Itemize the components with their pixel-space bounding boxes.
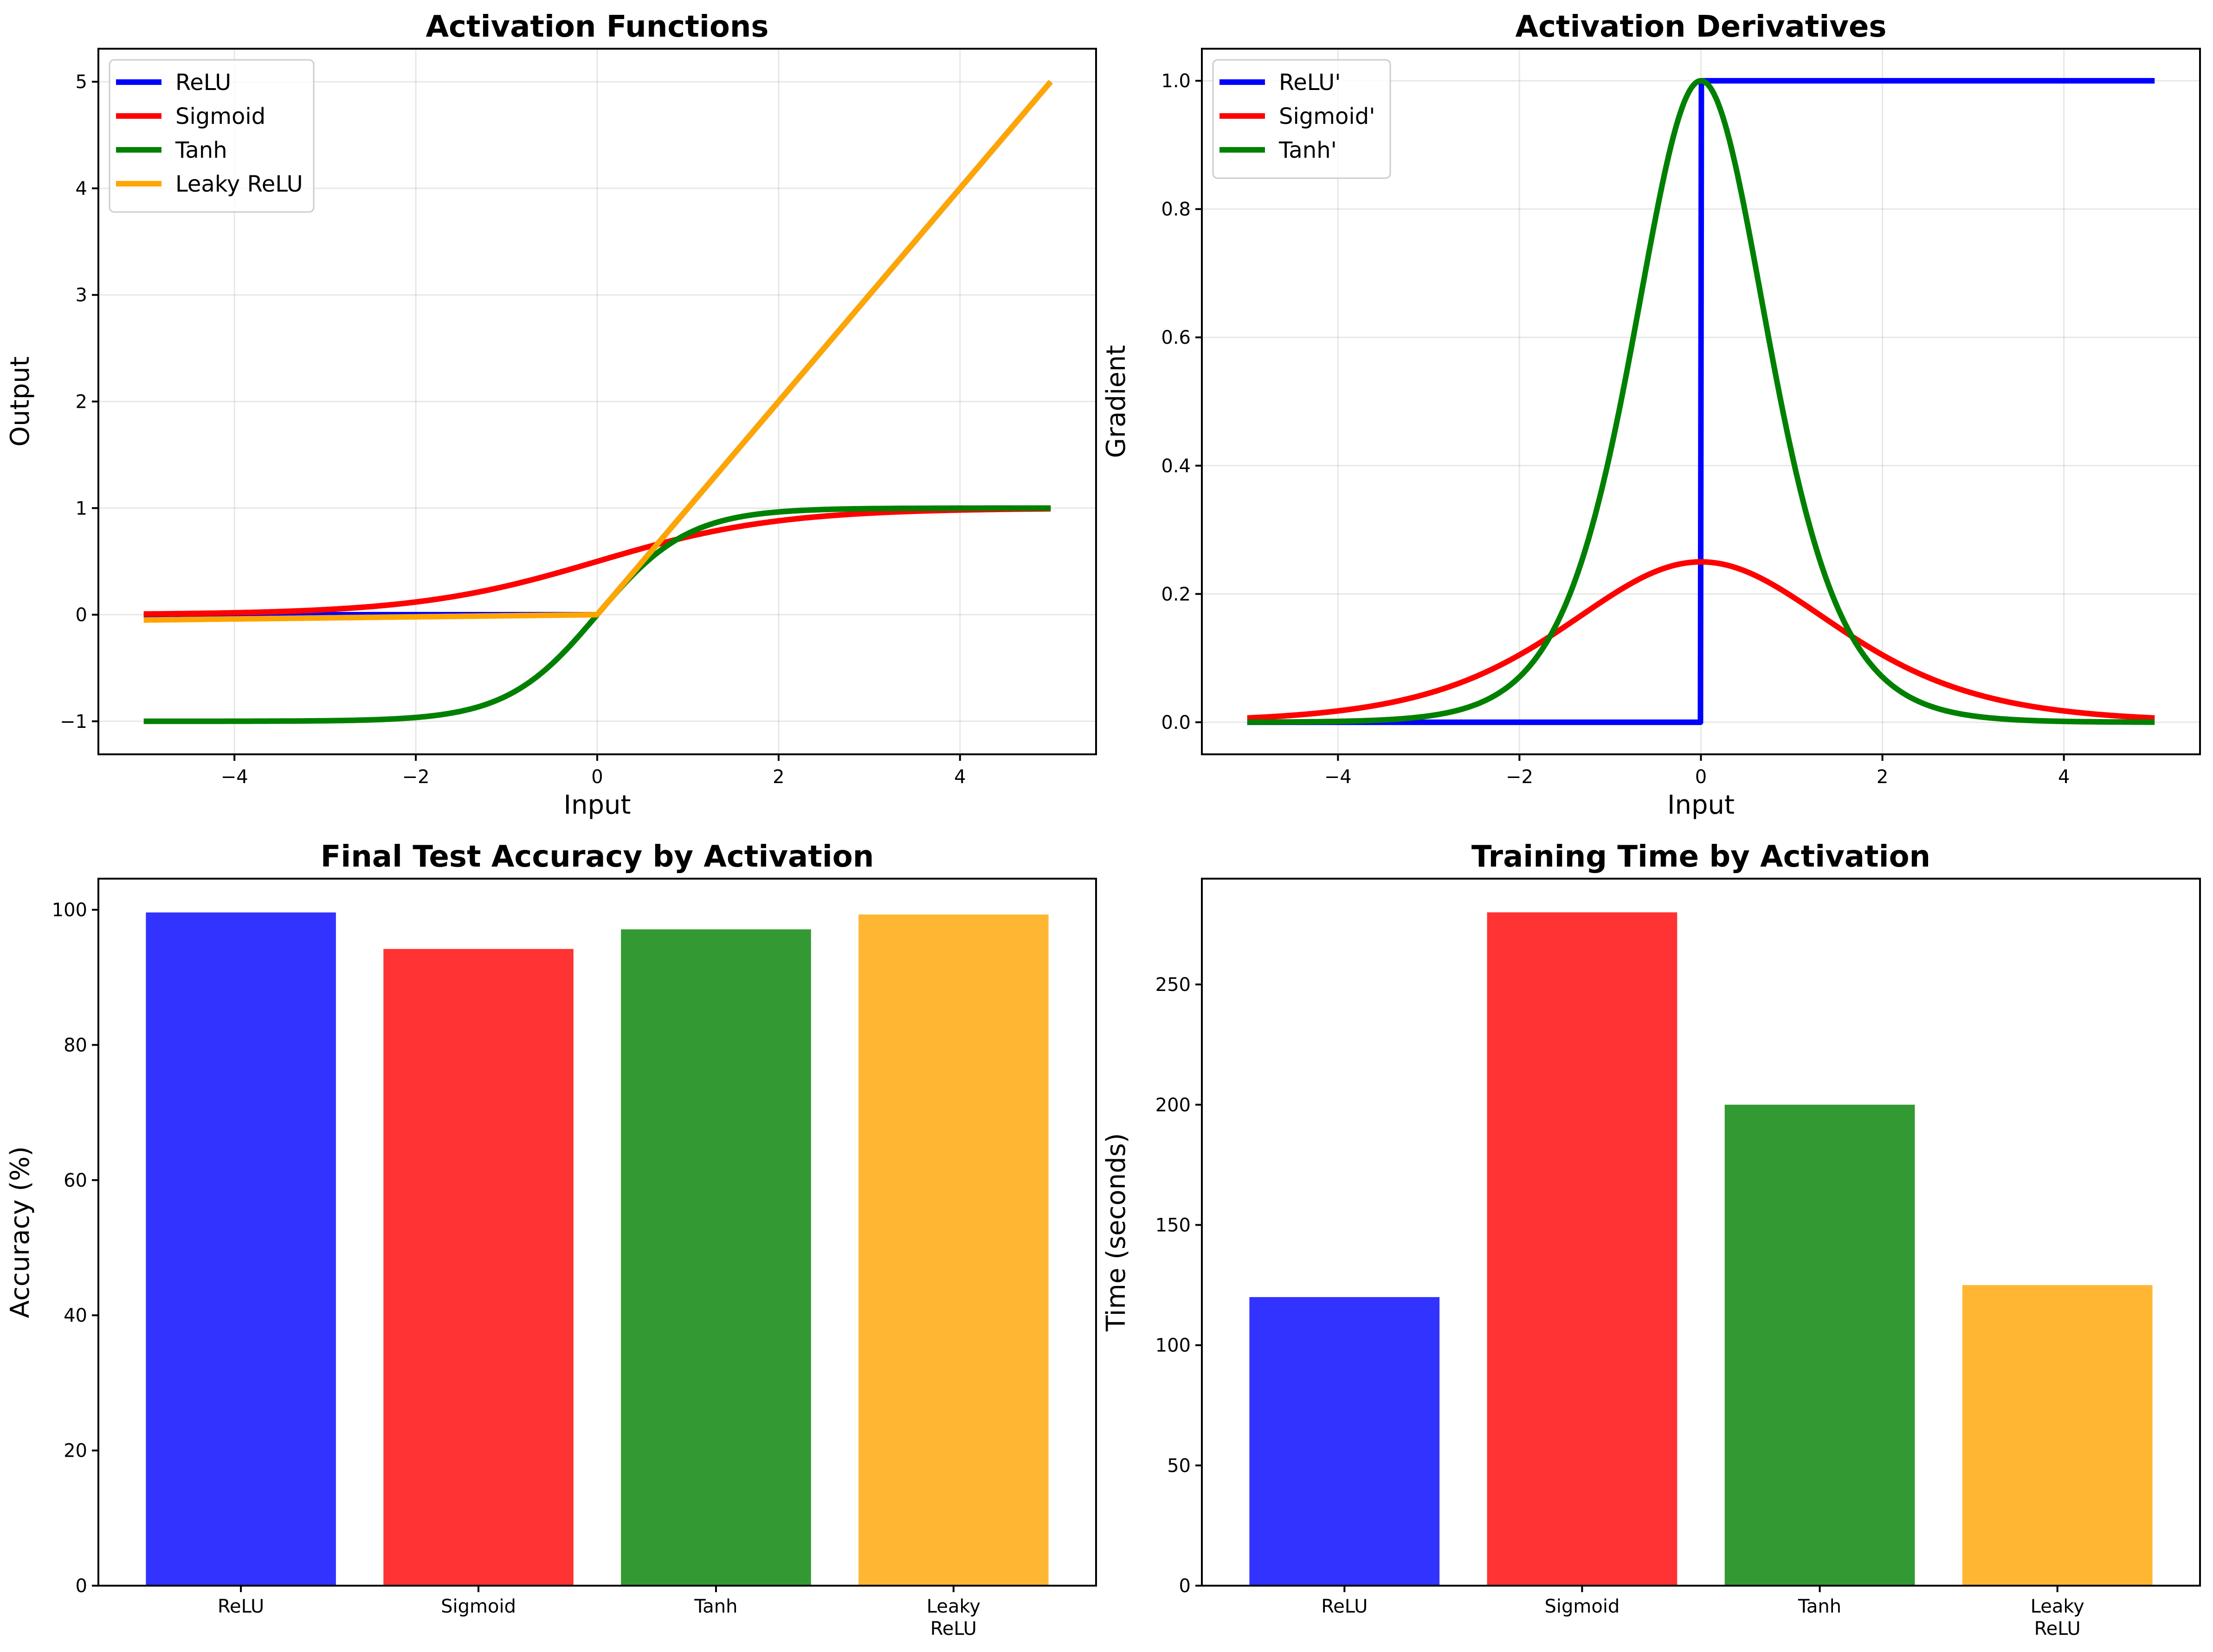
x-tick-label: −4	[1324, 766, 1352, 788]
y-tick-label: 80	[64, 1035, 87, 1056]
y-axis-label: Output	[5, 356, 35, 447]
x-tick-label: −4	[221, 766, 248, 788]
bar-leaky-relu	[858, 914, 1049, 1586]
legend: ReLU' Sigmoid' Tanh'	[1212, 59, 1391, 179]
x-tick-label: ReLU	[2034, 1618, 2081, 1639]
y-tick-label: 5	[76, 71, 87, 93]
series-line-leaky-relu	[142, 80, 1053, 623]
x-tick-label: 4	[2058, 766, 2070, 788]
bar-relu	[1249, 1297, 1440, 1586]
y-tick-label: 0.2	[1161, 584, 1191, 605]
axes-frame	[97, 48, 1097, 755]
x-tick-label: ReLU	[1321, 1596, 1368, 1617]
y-tick-label: 250	[1155, 974, 1191, 996]
bar-relu	[146, 912, 336, 1586]
chart-title: Activation Derivatives	[1516, 10, 1887, 44]
panel-activation-derivatives: Activation Derivatives 0.0 0.2 0.4 0.6 0.8 1.0…	[1101, 10, 2201, 820]
series-line-sigmoid	[142, 506, 1053, 617]
legend-box	[109, 59, 315, 213]
panel-activation-functions: Activation Functions −1 0 1 2 3 4 5 −4 −2 0 2 4 ReLU S…	[5, 10, 1097, 820]
chart-title: Training Time by Activation	[1471, 840, 1930, 874]
x-tick-label: Sigmoid	[441, 1596, 516, 1617]
panel-final-test-accuracy: Final Test Accuracy by Activation 0 20 40 60…	[5, 840, 1097, 1639]
x-tick-label: ReLU	[218, 1596, 264, 1617]
y-tick-label: 150	[1155, 1215, 1191, 1236]
axes-frame	[1201, 878, 2201, 1587]
x-tick-label: 2	[773, 766, 784, 788]
y-tick-label: 1	[76, 498, 87, 519]
y-tick-label: 0.4	[1161, 456, 1191, 477]
y-tick-label: 200	[1155, 1094, 1191, 1116]
legend: ReLU Sigmoid Tanh Leaky ReLU	[109, 59, 315, 213]
x-tick-label: Sigmoid	[1545, 1596, 1620, 1617]
y-tick-label: 60	[64, 1170, 87, 1191]
chart-title: Final Test Accuracy by Activation	[321, 840, 874, 874]
legend-label: Leaky ReLU	[175, 171, 303, 197]
panel-training-time: Training Time by Activation 0 50 100 150 200 2…	[1101, 840, 2201, 1639]
x-axis-label: Input	[1667, 790, 1735, 820]
y-tick-label: 0	[76, 1575, 87, 1597]
x-tick-label: −2	[1506, 766, 1533, 788]
y-tick-label: 4	[76, 178, 87, 199]
x-tick-label: 0	[1695, 766, 1707, 788]
axes-frame	[97, 878, 1097, 1587]
legend-label: Tanh'	[1278, 137, 1337, 163]
y-tick-label: 100	[52, 900, 87, 921]
y-axis-label: Accuracy (%)	[5, 1146, 35, 1318]
y-axis-label: Gradient	[1101, 345, 1131, 458]
x-tick-label: Leaky	[927, 1596, 981, 1617]
bar-sigmoid	[1487, 912, 1677, 1586]
legend-label: Sigmoid	[175, 103, 265, 129]
x-tick-label: Tanh	[694, 1596, 737, 1617]
x-tick-label: Tanh	[1798, 1596, 1841, 1617]
series-line-sigmoid-	[1245, 559, 2157, 721]
legend-label: Sigmoid'	[1279, 103, 1375, 129]
y-tick-label: −1	[60, 711, 87, 733]
x-axis-label: Input	[563, 790, 631, 820]
bar-tanh	[1724, 1105, 1915, 1586]
x-tick-label: ReLU	[930, 1618, 977, 1639]
y-tick-label: 0.0	[1161, 712, 1191, 733]
bar-tanh	[621, 929, 811, 1586]
y-tick-label: 2	[76, 392, 87, 413]
chart-title: Activation Functions	[426, 10, 769, 44]
x-tick-label: 0	[591, 766, 603, 788]
y-tick-label: 0.8	[1161, 199, 1191, 220]
bar-sigmoid	[383, 949, 574, 1586]
axes-frame	[1201, 48, 2201, 755]
bar-leaky-relu	[1962, 1285, 2153, 1586]
y-tick-label: 0	[1179, 1575, 1191, 1597]
x-tick-label: −2	[402, 766, 430, 788]
x-tick-label: 2	[1877, 766, 1888, 788]
series-line-relu-	[1245, 78, 2157, 725]
y-tick-label: 3	[76, 285, 87, 306]
y-tick-label: 20	[64, 1440, 87, 1462]
y-tick-label: 40	[64, 1305, 87, 1326]
x-tick-label: 4	[954, 766, 966, 788]
y-tick-label: 1.0	[1161, 71, 1191, 92]
y-tick-label: 100	[1155, 1335, 1191, 1356]
x-tick-label: Leaky	[2031, 1596, 2084, 1617]
legend-label: Tanh	[175, 137, 227, 163]
legend-label: ReLU	[175, 70, 231, 96]
y-axis-label: Time (seconds)	[1101, 1133, 1131, 1331]
legend-label: ReLU'	[1279, 70, 1341, 96]
y-tick-label: 0	[76, 604, 87, 626]
y-tick-label: 0.6	[1161, 327, 1191, 348]
series-line-tanh-	[1245, 78, 2157, 725]
y-tick-label: 50	[1167, 1455, 1191, 1477]
